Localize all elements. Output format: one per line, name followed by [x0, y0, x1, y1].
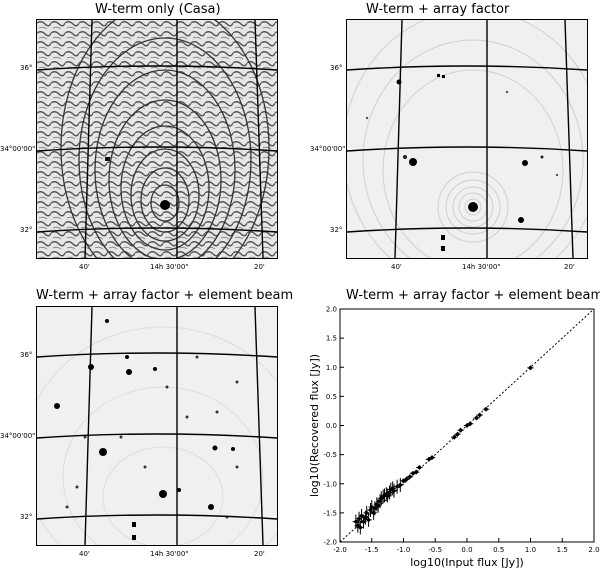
data-point	[452, 435, 457, 439]
panel1-dec-label-32: 32°	[20, 226, 33, 234]
data-point	[528, 366, 533, 370]
data-point	[474, 416, 479, 420]
x-tick-label: 1.0	[525, 546, 536, 554]
panel1-sky-map	[37, 20, 277, 258]
x-tick-label: -2.0	[333, 546, 347, 554]
y-tick-label: 2.0	[326, 306, 337, 314]
chart-title: W-term + array factor + element beam	[346, 288, 600, 303]
x-tick-label: 0.5	[493, 546, 504, 554]
panel3-dec-label-36: 36°	[20, 351, 33, 359]
x-tick-label: 0.0	[461, 546, 472, 554]
y-tick-label: -0.5	[323, 451, 337, 459]
panel1-ra-label-30: 14h 30'00"	[150, 263, 189, 271]
x-axis-label: log10(Input flux [Jy])	[410, 556, 524, 569]
data-point	[354, 519, 358, 524]
panel3-image	[36, 306, 278, 546]
data-point	[359, 513, 364, 518]
panel3-dec-label-32: 32°	[20, 513, 33, 521]
data-point	[468, 421, 472, 426]
data-point	[427, 457, 431, 462]
y-tick-label: -2.0	[323, 539, 337, 547]
panel1-ra-label-40: 40'	[79, 263, 90, 271]
data-point	[366, 518, 371, 522]
data-point	[465, 423, 469, 428]
data-point	[414, 470, 418, 474]
panel1-image	[36, 19, 278, 259]
data-point	[430, 455, 434, 460]
data-point	[417, 465, 422, 470]
panel3-ra-label-40: 40'	[79, 550, 90, 558]
data-point	[364, 511, 369, 515]
panel2-ra-label-30: 14h 30'00"	[462, 263, 501, 271]
panel2-image	[346, 19, 588, 259]
x-tick-label: -1.0	[397, 546, 411, 554]
data-point	[395, 484, 399, 489]
data-point	[373, 506, 377, 511]
panel3-ra-label-30: 14h 30'00"	[150, 550, 189, 558]
panel1-dec-label-34: 34°00'00"	[0, 145, 36, 153]
panel2-sky-map	[347, 20, 587, 258]
x-tick-label: -0.5	[428, 546, 442, 554]
data-point	[361, 519, 366, 524]
data-point	[477, 413, 482, 417]
x-tick-label: -1.5	[365, 546, 379, 554]
data-point	[385, 493, 390, 498]
data-point	[376, 504, 380, 508]
panel1-dec-label-36: 36°	[20, 64, 33, 72]
x-tick-label: 1.5	[557, 546, 568, 554]
data-point	[358, 525, 363, 530]
data-point	[408, 474, 412, 479]
panel1-ra-label-20: 20'	[254, 263, 265, 271]
data-point	[404, 477, 409, 481]
panel1-title: W-term only (Casa)	[95, 2, 221, 17]
panel2-title: W-term + array factor	[366, 2, 510, 17]
panel3-ra-label-20: 20'	[254, 550, 265, 558]
data-point	[357, 516, 361, 521]
data-point	[401, 479, 406, 483]
flux-scatter-chart: -2.0 -1.5 -1.0 -0.5 0.0 0.5 1.0 1.5 2.0 -2.0 -1.5 -…	[308, 306, 600, 570]
y-tick-label: -1.0	[323, 480, 337, 488]
data-point	[484, 407, 488, 411]
x-tick-label: 2.0	[588, 546, 599, 554]
panel3-title: W-term + array factor + element beam	[36, 288, 294, 303]
panel2-dec-label-34: 34°00'00"	[310, 145, 346, 153]
panel2-dec-label-36: 36°	[330, 64, 343, 72]
panel3-dec-label-34: 34°00'00"	[0, 432, 36, 440]
data-point	[398, 483, 403, 487]
data-point	[392, 488, 396, 493]
y-tick-label: -1.5	[323, 509, 337, 517]
panel2-ra-label-40: 40'	[391, 263, 402, 271]
data-point	[458, 428, 463, 432]
y-tick-label: 1.0	[326, 364, 337, 372]
y-tick-label: 0.0	[326, 422, 337, 430]
panel3-sky-map	[37, 307, 277, 545]
data-point	[455, 432, 460, 437]
y-tick-label: 0.5	[326, 393, 337, 401]
y-tick-label: 1.5	[326, 335, 337, 343]
y-axis-label: log10(Recovered flux [Jy])	[308, 354, 321, 497]
panel2-ra-label-20: 20'	[564, 263, 575, 271]
panel2-dec-label-32: 32°	[330, 226, 343, 234]
